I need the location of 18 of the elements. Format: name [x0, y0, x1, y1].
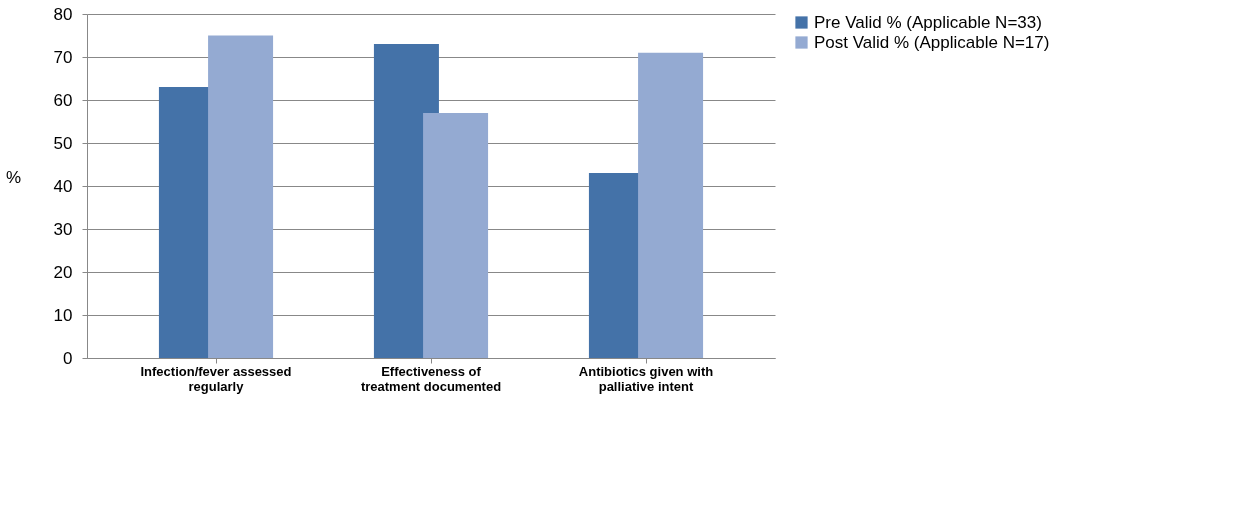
y-tick-label: 10	[53, 305, 73, 325]
x-tick-label: Antibiotics given with palliative intent	[578, 363, 714, 394]
legend-label: Pre Valid % (Applicable N=33)	[814, 12, 1042, 32]
legend-label: Post Valid % (Applicable N=17)	[814, 32, 1050, 52]
bar	[423, 112, 489, 358]
y-tick-label: 60	[53, 90, 73, 110]
bar	[208, 35, 274, 358]
y-tick-label: 20	[53, 262, 73, 282]
y-tick-label: 80	[53, 4, 73, 24]
y-axis-title: %	[6, 167, 22, 187]
y-tick-label: 0	[63, 348, 73, 368]
y-tick-label: 50	[53, 133, 73, 153]
y-tick-label: 70	[53, 47, 73, 67]
x-tick-label: Effectiveness of treatment documented	[360, 363, 502, 394]
x-tick-label: Infection/fever assessed regularly	[140, 363, 292, 394]
bar	[638, 52, 704, 358]
y-tick-label: 30	[53, 219, 73, 239]
y-tick-label: 40	[53, 176, 73, 196]
